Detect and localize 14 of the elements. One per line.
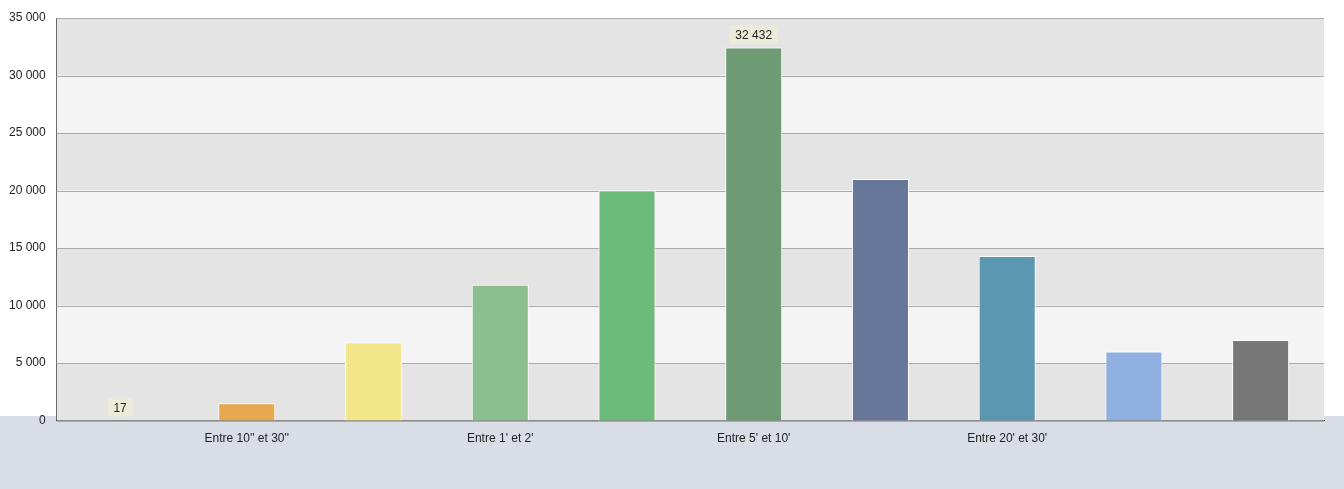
x-tick-label: Entre 5' et 10' — [717, 431, 791, 446]
y-tick-label: 5 000 — [15, 355, 47, 370]
x-tick-label: Entre 1' et 2' — [466, 431, 534, 446]
y-tick-label: 15 000 — [9, 240, 47, 255]
y-tick-label: 35 000 — [9, 10, 47, 25]
y-tick-label: 10 000 — [9, 297, 47, 312]
x-tick-label: Entre 20' et 30' — [967, 431, 1048, 446]
data-label: 32 432 — [735, 27, 773, 42]
y-tick-label: 30 000 — [9, 67, 47, 82]
y-tick-label: 25 000 — [9, 125, 47, 140]
data-label: 17 — [113, 400, 128, 415]
y-tick-label: 20 000 — [9, 182, 47, 197]
x-tick-label: Entre 10'' et 30'' — [204, 431, 290, 446]
y-tick-label: 0 — [39, 412, 47, 427]
